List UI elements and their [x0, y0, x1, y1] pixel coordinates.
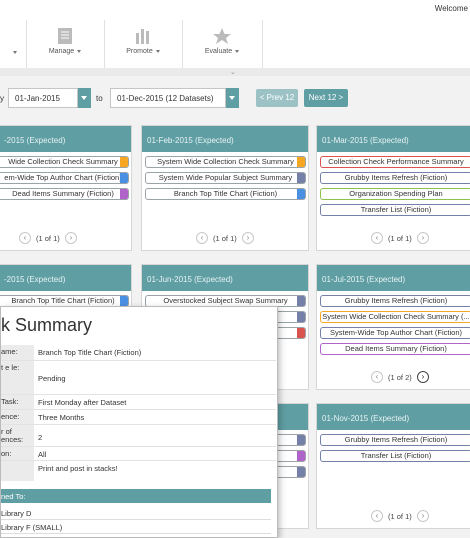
- report-item[interactable]: Collection Check Performance Summary: [320, 156, 470, 168]
- detail-row: Task: First Monday after Dataset: [1, 395, 276, 410]
- next-page-button[interactable]: ›: [417, 371, 429, 383]
- prev-page-button[interactable]: ‹: [371, 371, 383, 383]
- filter-label-fragment: y: [0, 94, 4, 103]
- dataset-panel: 01-Mar-2015 (Expected) Collection Check …: [316, 125, 470, 251]
- report-item[interactable]: System Wide Collection Check Summary (..…: [320, 311, 470, 323]
- assigned-library: Library F (SMALL): [1, 521, 271, 534]
- end-date-dropdown[interactable]: [226, 88, 239, 108]
- manage-menu[interactable]: Manage: [26, 20, 105, 68]
- prev-button[interactable]: < Prev 12: [256, 89, 298, 107]
- to-label: to: [96, 94, 103, 103]
- report-item[interactable]: System-Wide Top Author Chart (Fiction): [320, 327, 470, 339]
- collapse-bar[interactable]: ⌄: [0, 68, 470, 76]
- dataset-panel: 01-Nov-2015 (Expected) Grubby Items Refr…: [316, 403, 470, 529]
- next-page-button[interactable]: ›: [417, 232, 429, 244]
- report-item[interactable]: Transfer List (Fiction): [320, 450, 470, 462]
- detail-row: r of ences: 2: [1, 425, 276, 447]
- start-date-value: 01-Jan-2015: [15, 94, 60, 103]
- detail-row: Print and post in stacks!: [1, 461, 276, 481]
- report-item[interactable]: Dead Items Summary (Fiction): [320, 343, 470, 355]
- manage-label: Manage: [48, 48, 75, 55]
- end-date-select[interactable]: 01-Dec-2015 (12 Datasets): [110, 88, 226, 108]
- report-item[interactable]: System Wide Collection Check Summary: [145, 156, 306, 168]
- report-item[interactable]: Organization Spending Plan: [320, 188, 470, 200]
- dataset-panel: 01-Jul-2015 (Expected) Grubby Items Refr…: [316, 264, 470, 390]
- pager-text: (1 of 1): [213, 234, 237, 243]
- detail-key: t e le:: [1, 361, 34, 394]
- chevron-down-icon: ⌄: [230, 69, 236, 76]
- panel-title: 01-Nov-2015 (Expected): [317, 404, 470, 430]
- detail-value: Print and post in stacks!: [38, 464, 118, 473]
- report-item[interactable]: Wide Collection Check Summary: [0, 156, 129, 168]
- detail-value: Pending: [38, 374, 66, 383]
- prev-page-button[interactable]: ‹: [196, 232, 208, 244]
- bar-chart-icon: [136, 29, 149, 44]
- detail-key: r of ences:: [1, 425, 34, 446]
- dataset-panel: -2015 (Expected) Wide Collection Check S…: [0, 125, 132, 251]
- prev-page-button[interactable]: ‹: [19, 232, 31, 244]
- chevron-down-icon: [235, 49, 240, 53]
- prev-page-button[interactable]: ‹: [371, 510, 383, 522]
- next-page-button[interactable]: ›: [65, 232, 77, 244]
- detail-key: on:: [1, 447, 34, 460]
- next-page-button[interactable]: ›: [417, 510, 429, 522]
- start-date-select[interactable]: 01-Jan-2015: [8, 88, 78, 108]
- panel-title: 01-Jun-2015 (Expected): [142, 265, 308, 291]
- task-summary-dialog: k Summary ame: Branch Top Title Chart (Fi…: [0, 306, 278, 538]
- pager-text: (1 of 1): [388, 234, 412, 243]
- report-item[interactable]: Branch Top Title Chart (Fiction): [145, 188, 306, 200]
- main-toolbar: Manage Promote Evaluate: [0, 20, 470, 69]
- evaluate-menu[interactable]: Evaluate: [182, 20, 263, 68]
- assigned-to-header: ned To:: [1, 489, 271, 503]
- detail-key: ame:: [1, 345, 34, 360]
- toolbar-partial-item[interactable]: [0, 20, 27, 68]
- report-item[interactable]: Transfer List (Fiction): [320, 204, 470, 216]
- detail-key: Task:: [1, 395, 34, 409]
- next-button[interactable]: Next 12 >: [304, 89, 348, 107]
- assigned-library: Library D: [1, 507, 271, 520]
- detail-row: t e le: Pending: [1, 361, 276, 395]
- pager-text: (1 of 1): [36, 234, 60, 243]
- panel-title: 01-Jul-2015 (Expected): [317, 265, 470, 291]
- detail-key: ence:: [1, 410, 34, 424]
- end-date-value: 01-Dec-2015 (12 Datasets): [117, 94, 214, 103]
- report-item[interactable]: em-Wide Top Author Chart (Fiction): [0, 172, 129, 184]
- pager-text: (1 of 2): [388, 373, 412, 382]
- dataset-panel: 01-Feb-2015 (Expected) System Wide Colle…: [141, 125, 309, 251]
- detail-value: Branch Top Title Chart (Fiction): [38, 348, 142, 357]
- detail-row: ence: Three Months: [1, 410, 276, 425]
- detail-value: All: [38, 450, 47, 459]
- chevron-down-icon: [155, 49, 160, 53]
- chevron-down-icon: [77, 49, 82, 53]
- detail-key: [1, 461, 34, 481]
- panel-title: -2015 (Expected): [0, 265, 131, 291]
- detail-value: First Monday after Dataset: [38, 398, 127, 407]
- pager-text: (1 of 1): [388, 512, 412, 521]
- report-item[interactable]: System Wide Popular Subject Summary: [145, 172, 306, 184]
- next-page-button[interactable]: ›: [242, 232, 254, 244]
- top-bar: Welcome: [0, 0, 470, 21]
- report-item[interactable]: Grubby Items Refresh (Fiction): [320, 295, 470, 307]
- detail-value: Three Months: [38, 413, 85, 422]
- star-icon: [213, 28, 231, 44]
- report-item[interactable]: Grubby Items Refresh (Fiction): [320, 434, 470, 446]
- prev-page-button[interactable]: ‹: [371, 232, 383, 244]
- detail-row: ame: Branch Top Title Chart (Fiction): [1, 345, 276, 361]
- promote-menu[interactable]: Promote: [104, 20, 183, 68]
- detail-row: on: All: [1, 447, 276, 461]
- promote-label: Promote: [126, 48, 153, 55]
- welcome-text: Welcome: [434, 4, 468, 13]
- panel-title: -2015 (Expected): [0, 126, 131, 152]
- dialog-title: k Summary: [1, 315, 93, 335]
- detail-value: 2: [38, 433, 43, 442]
- panel-title: 01-Feb-2015 (Expected): [142, 126, 308, 152]
- report-item[interactable]: Dead Items Summary (Fiction): [0, 188, 129, 200]
- panel-title: 01-Mar-2015 (Expected): [317, 126, 470, 152]
- evaluate-label: Evaluate: [204, 48, 233, 55]
- document-icon: [58, 28, 72, 44]
- start-date-dropdown[interactable]: [78, 88, 91, 108]
- report-item[interactable]: Grubby Items Refresh (Fiction): [320, 172, 470, 184]
- chevron-down-icon: [12, 51, 17, 54]
